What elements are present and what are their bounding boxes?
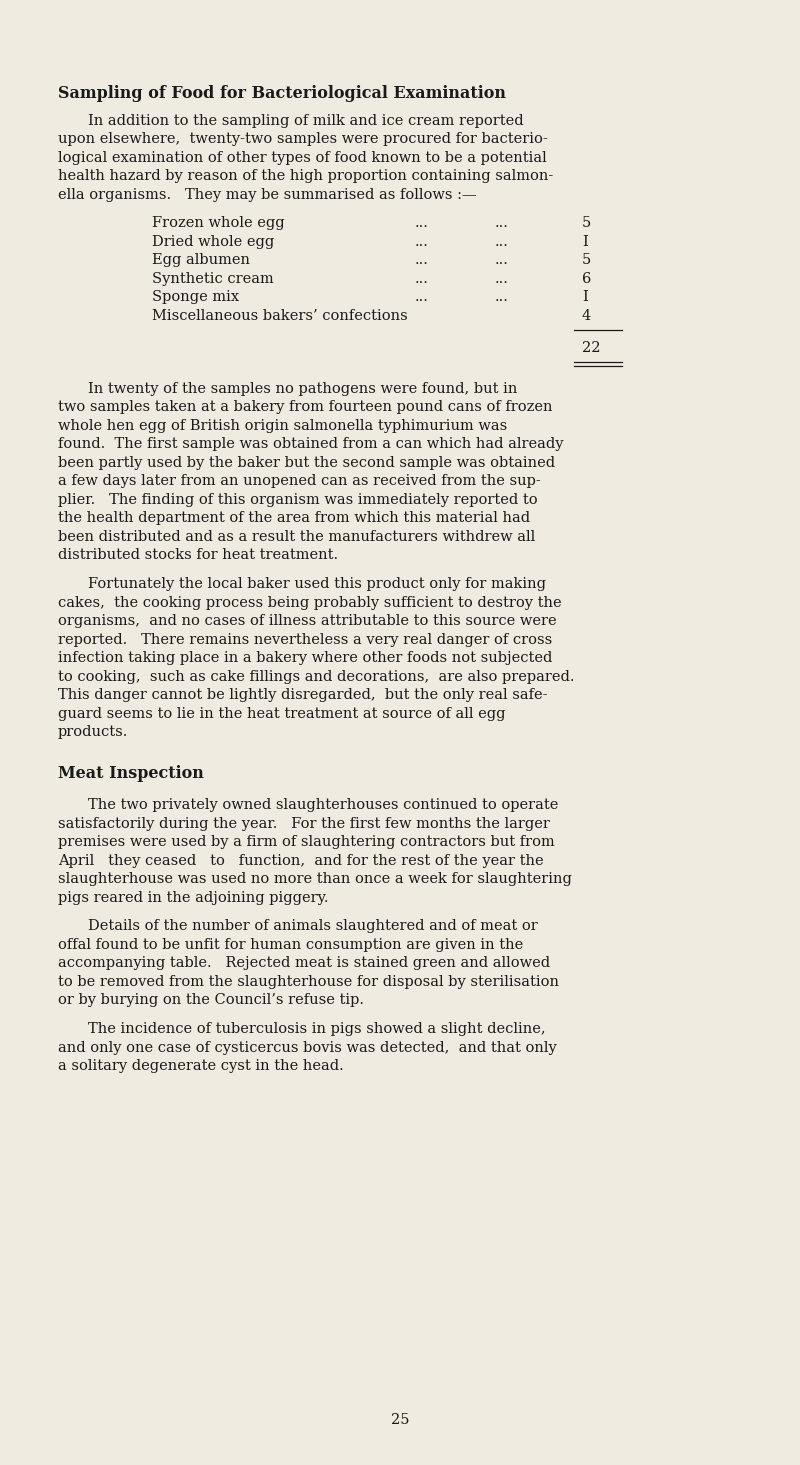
Text: In twenty of the samples no pathogens were found, but in: In twenty of the samples no pathogens we… (88, 382, 518, 396)
Text: ella organisms.   They may be summarised as follows :—: ella organisms. They may be summarised a… (58, 188, 477, 202)
Text: ...: ... (415, 272, 429, 286)
Text: been partly used by the baker but the second sample was obtained: been partly used by the baker but the se… (58, 456, 555, 470)
Text: ...: ... (495, 290, 509, 305)
Text: products.: products. (58, 725, 128, 740)
Text: pigs reared in the adjoining piggery.: pigs reared in the adjoining piggery. (58, 891, 329, 905)
Text: 4: 4 (582, 309, 591, 322)
Text: two samples taken at a bakery from fourteen pound cans of frozen: two samples taken at a bakery from fourt… (58, 400, 553, 415)
Text: Meat Inspection: Meat Inspection (58, 765, 204, 782)
Text: organisms,  and no cases of illness attributable to this source were: organisms, and no cases of illness attri… (58, 614, 557, 628)
Text: Synthetic cream: Synthetic cream (152, 272, 274, 286)
Text: This danger cannot be lightly disregarded,  but the only real safe-: This danger cannot be lightly disregarde… (58, 689, 547, 702)
Text: Sponge mix: Sponge mix (152, 290, 239, 305)
Text: ...: ... (495, 253, 509, 267)
Text: ...: ... (415, 253, 429, 267)
Text: health hazard by reason of the high proportion containing salmon-: health hazard by reason of the high prop… (58, 168, 554, 183)
Text: 6: 6 (582, 272, 591, 286)
Text: a solitary degenerate cyst in the head.: a solitary degenerate cyst in the head. (58, 1059, 344, 1072)
Text: 5: 5 (582, 253, 591, 267)
Text: satisfactorily during the year.   For the first few months the larger: satisfactorily during the year. For the … (58, 816, 550, 831)
Text: ...: ... (495, 234, 509, 249)
Text: Egg albumen: Egg albumen (152, 253, 250, 267)
Text: Miscellaneous bakers’ confections: Miscellaneous bakers’ confections (152, 309, 408, 322)
Text: found.  The first sample was obtained from a can which had already: found. The first sample was obtained fro… (58, 438, 563, 451)
Text: ...: ... (495, 272, 509, 286)
Text: ...: ... (495, 217, 509, 230)
Text: plier.   The finding of this organism was immediately reported to: plier. The finding of this organism was … (58, 492, 538, 507)
Text: a few days later from an unopened can as received from the sup-: a few days later from an unopened can as… (58, 475, 541, 488)
Text: distributed stocks for heat treatment.: distributed stocks for heat treatment. (58, 548, 338, 563)
Text: The incidence of tuberculosis in pigs showed a slight decline,: The incidence of tuberculosis in pigs sh… (88, 1023, 546, 1036)
Text: ...: ... (415, 217, 429, 230)
Text: The two privately owned slaughterhouses continued to operate: The two privately owned slaughterhouses … (88, 798, 558, 812)
Text: Frozen whole egg: Frozen whole egg (152, 217, 285, 230)
Text: or by burying on the Council’s refuse tip.: or by burying on the Council’s refuse ti… (58, 993, 364, 1008)
Text: 25: 25 (390, 1414, 410, 1427)
Text: the health department of the area from which this material had: the health department of the area from w… (58, 511, 530, 526)
Text: logical examination of other types of food known to be a potential: logical examination of other types of fo… (58, 151, 546, 164)
Text: and only one case of cysticercus bovis was detected,  and that only: and only one case of cysticercus bovis w… (58, 1040, 557, 1055)
Text: 5: 5 (582, 217, 591, 230)
Text: upon elsewhere,  twenty-two samples were procured for bacterio-: upon elsewhere, twenty-two samples were … (58, 132, 548, 146)
Text: infection taking place in a bakery where other foods not subjected: infection taking place in a bakery where… (58, 650, 552, 665)
Text: slaughterhouse was used no more than once a week for slaughtering: slaughterhouse was used no more than onc… (58, 872, 572, 886)
Text: premises were used by a firm of slaughtering contractors but from: premises were used by a firm of slaughte… (58, 835, 554, 850)
Text: Sampling of Food for Bacteriological Examination: Sampling of Food for Bacteriological Exa… (58, 85, 506, 103)
Text: I: I (582, 234, 588, 249)
Text: to be removed from the slaughterhouse for disposal by sterilisation: to be removed from the slaughterhouse fo… (58, 974, 559, 989)
Text: April   they ceased   to   function,  and for the rest of the year the: April they ceased to function, and for t… (58, 854, 544, 867)
Text: Details of the number of animals slaughtered and of meat or: Details of the number of animals slaught… (88, 920, 538, 933)
Text: to cooking,  such as cake fillings and decorations,  are also prepared.: to cooking, such as cake fillings and de… (58, 670, 574, 684)
Text: ...: ... (415, 234, 429, 249)
Text: reported.   There remains nevertheless a very real danger of cross: reported. There remains nevertheless a v… (58, 633, 552, 646)
Text: Fortunately the local baker used this product only for making: Fortunately the local baker used this pr… (88, 577, 546, 590)
Text: accompanying table.   Rejected meat is stained green and allowed: accompanying table. Rejected meat is sta… (58, 957, 550, 970)
Text: offal found to be unfit for human consumption are given in the: offal found to be unfit for human consum… (58, 938, 523, 952)
Text: whole hen egg of British origin salmonella typhimurium was: whole hen egg of British origin salmonel… (58, 419, 507, 434)
Text: guard seems to lie in the heat treatment at source of all egg: guard seems to lie in the heat treatment… (58, 706, 506, 721)
Text: I: I (582, 290, 588, 305)
Text: ...: ... (415, 290, 429, 305)
Text: Dried whole egg: Dried whole egg (152, 234, 274, 249)
Text: In addition to the sampling of milk and ice cream reported: In addition to the sampling of milk and … (88, 114, 524, 127)
Text: cakes,  the cooking process being probably sufficient to destroy the: cakes, the cooking process being probabl… (58, 596, 562, 609)
Text: 22: 22 (582, 341, 601, 355)
Text: been distributed and as a result the manufacturers withdrew all: been distributed and as a result the man… (58, 530, 535, 544)
